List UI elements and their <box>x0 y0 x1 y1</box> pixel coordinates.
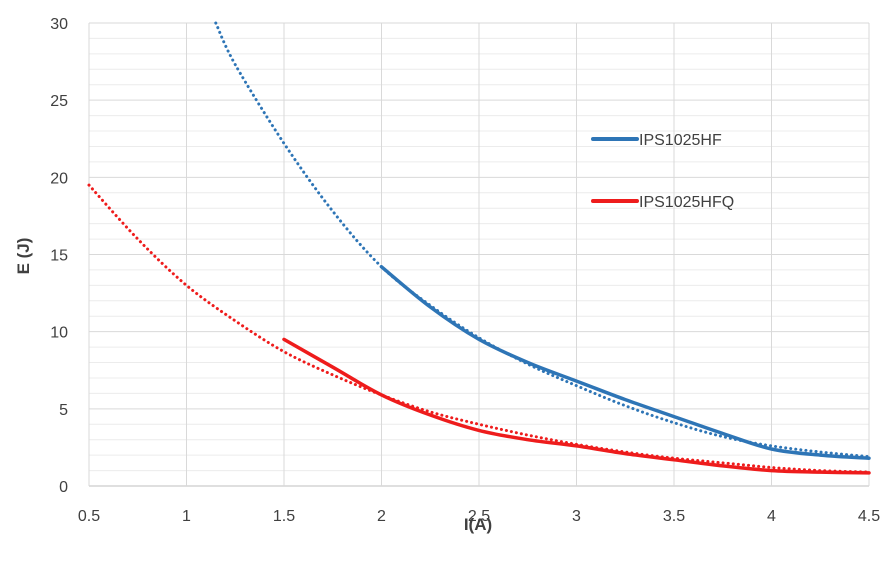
x-tick-label: 2 <box>377 508 386 525</box>
x-tick-label: 3.5 <box>663 508 685 525</box>
x-tick-label: 0.5 <box>78 508 100 525</box>
x-tick-labels: 0.5 1 1.5 2 2.5 3 3.5 4 4.5 <box>78 508 880 525</box>
legend-label: IPS1025HFQ <box>639 194 734 211</box>
y-tick-label: 25 <box>50 93 68 110</box>
y-tick-label: 10 <box>50 325 68 342</box>
major-gridlines <box>88 22 870 487</box>
series-line <box>282 337 871 475</box>
series-line <box>379 265 871 460</box>
x-tick-label: 1.5 <box>273 508 295 525</box>
legend-label: IPS1025HF <box>639 132 722 149</box>
y-tick-label: 15 <box>50 248 68 265</box>
trendline <box>214 21 871 459</box>
x-tick-label: 4.5 <box>858 508 880 525</box>
x-tick-label: 3 <box>572 508 581 525</box>
series-layer <box>87 21 871 475</box>
y-tick-labels: 0 5 10 15 20 25 30 <box>50 16 68 496</box>
y-axis-title: E (J) <box>14 238 33 275</box>
y-tick-label: 0 <box>59 479 68 496</box>
x-tick-label: 2.5 <box>468 508 490 525</box>
x-tick-label: 4 <box>767 508 776 525</box>
legend: IPS1025HF IPS1025HFQ <box>591 132 734 211</box>
y-tick-label: 20 <box>50 170 68 187</box>
x-axis-title: I(A) <box>464 515 492 534</box>
y-tick-label: 5 <box>59 402 68 419</box>
x-tick-label: 1 <box>182 508 191 525</box>
y-tick-label: 30 <box>50 16 68 33</box>
